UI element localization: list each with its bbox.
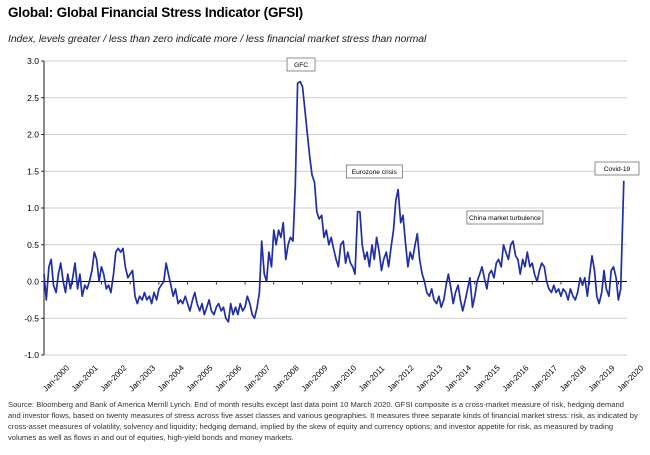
annotation-box — [466, 210, 544, 225]
x-tick-label: Jan-2011 — [357, 363, 387, 393]
x-tick-label: Jan-2003 — [127, 363, 157, 393]
chart-subtitle: Index, levels greater / less than zero i… — [8, 33, 427, 45]
annotation-label: Covid-19 — [604, 166, 631, 173]
chart-title: Global: Global Financial Stress Indicato… — [8, 5, 303, 20]
y-tick-label: 0.0 — [27, 277, 39, 287]
x-tick-label: Jan-2010 — [328, 363, 358, 393]
y-tick-label: 0.5 — [27, 240, 39, 250]
x-tick-label: Jan-2020 — [615, 363, 645, 393]
x-tick-label: Jan-2004 — [156, 363, 186, 393]
annotation-label: China market turbulence — [469, 215, 541, 222]
annotation-box — [345, 164, 403, 179]
y-tick-label: 3.0 — [27, 56, 39, 66]
gfsi-series-line — [43, 80, 625, 323]
gfsi-line-chart: 3.02.52.01.51.00.50.0-0.5-1.0 Jan-2000Ja… — [24, 56, 646, 393]
x-tick-label: Jan-2006 — [213, 363, 243, 393]
x-tick-label: Jan-2001 — [70, 363, 100, 393]
y-tick-labels: 3.0 2.5 2.0 1.5 1.0 0.5 0.0 -0.5 -1.0 — [24, 56, 39, 360]
x-tick-label: Jan-2015 — [472, 363, 502, 393]
x-tick-labels: Jan-2000Jan-2001Jan-2002Jan-2003Jan-2004… — [41, 363, 646, 393]
annotation-label: Eurozone crisis — [352, 169, 398, 176]
x-tick-label: Jan-2012 — [386, 363, 416, 393]
annotation-label: GFC — [294, 62, 308, 69]
x-tick-label: Jan-2009 — [300, 363, 330, 393]
y-tick-label: 2.5 — [27, 93, 39, 103]
x-tick-label: Jan-2007 — [242, 363, 272, 393]
x-tick-label: Jan-2005 — [185, 363, 215, 393]
x-tick-label: Jan-2019 — [587, 363, 617, 393]
series-lines — [43, 80, 625, 323]
gridlines — [44, 60, 627, 356]
y-tick-label: 2.0 — [27, 130, 39, 140]
source-note: Source: Bloomberg and Bank of America Me… — [8, 400, 638, 442]
x-tick-label: Jan-2018 — [558, 363, 588, 393]
x-tick-label: Jan-2013 — [414, 363, 444, 393]
annotations: GFC Eurozone crisis China market turbulenc… — [286, 57, 640, 225]
x-tick-label: Jan-2016 — [501, 363, 531, 393]
x-tick-label: Jan-2014 — [443, 363, 473, 393]
x-tick-label: Jan-2002 — [98, 363, 128, 393]
y-tick-label: 1.0 — [27, 203, 39, 213]
y-tick-label: -1.0 — [24, 350, 39, 360]
x-tick-label: Jan-2008 — [271, 363, 301, 393]
annotation-box — [594, 161, 640, 176]
annotation-box — [286, 57, 316, 72]
x-tick-label: Jan-2017 — [529, 363, 559, 393]
y-tick-label: 1.5 — [27, 166, 39, 176]
x-tick-label: Jan-2000 — [41, 363, 71, 393]
y-tick-label: -0.5 — [24, 313, 39, 323]
